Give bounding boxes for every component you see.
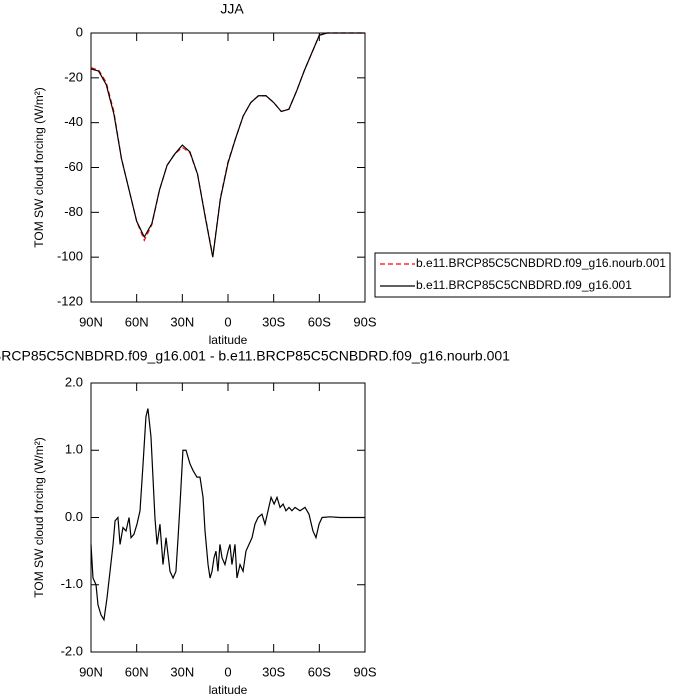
y-tick-label: -80 bbox=[64, 204, 83, 219]
plot-frame bbox=[90, 382, 366, 653]
chart-title: b.e11.BRCP85C5CNBDRD.f09_g16.001 - b.e11… bbox=[0, 348, 510, 364]
legend-label: b.e11.BRCP85C5CNBDRD.f09_g16.001 bbox=[416, 278, 632, 292]
x-tick-label: 30S bbox=[262, 664, 285, 679]
y-axis-label: TOM SW cloud forcing (W/m²) bbox=[32, 437, 46, 597]
x-axis-label: latitude bbox=[209, 333, 248, 347]
plot-frame bbox=[90, 32, 366, 303]
x-tick-label: 30N bbox=[170, 314, 194, 329]
x-tick-label: 90N bbox=[79, 314, 103, 329]
y-tick-label: -120 bbox=[57, 293, 83, 308]
y-tick-label: -60 bbox=[64, 159, 83, 174]
x-tick-label: 0 bbox=[224, 314, 231, 329]
y-tick-label: -2.0 bbox=[61, 643, 83, 658]
x-tick-label: 60S bbox=[308, 314, 331, 329]
x-tick-label: 30N bbox=[170, 664, 194, 679]
chart-title: JJA bbox=[220, 1, 244, 17]
y-tick-label: -1.0 bbox=[61, 576, 83, 591]
y-tick-label: -40 bbox=[64, 114, 83, 129]
data-line bbox=[90, 32, 365, 257]
x-tick-label: 60N bbox=[125, 314, 149, 329]
y-tick-label: 1.0 bbox=[65, 442, 83, 457]
x-tick-label: 30S bbox=[262, 314, 285, 329]
legend-label: b.e11.BRCP85C5CNBDRD.f09_g16.nourb.001 bbox=[416, 256, 666, 270]
y-tick-label: 0 bbox=[76, 24, 83, 39]
y-tick-label: 2.0 bbox=[65, 374, 83, 389]
y-tick-label: -100 bbox=[57, 249, 83, 264]
y-axis-label: TOM SW cloud forcing (W/m²) bbox=[32, 87, 46, 247]
x-tick-label: 90S bbox=[353, 314, 376, 329]
x-axis-label: latitude bbox=[209, 683, 248, 697]
x-tick-label: 60S bbox=[308, 664, 331, 679]
legend: b.e11.BRCP85C5CNBDRD.f09_g16.nourb.001 b.… bbox=[374, 252, 671, 298]
x-tick-label: 60N bbox=[125, 664, 149, 679]
x-tick-label: 90N bbox=[79, 664, 103, 679]
x-tick-label: 90S bbox=[353, 664, 376, 679]
data-line bbox=[90, 32, 365, 258]
data-line bbox=[90, 408, 365, 622]
x-tick-label: 0 bbox=[224, 664, 231, 679]
y-tick-label: -20 bbox=[64, 69, 83, 84]
y-tick-label: 0.0 bbox=[65, 509, 83, 524]
legend-box bbox=[374, 252, 671, 298]
